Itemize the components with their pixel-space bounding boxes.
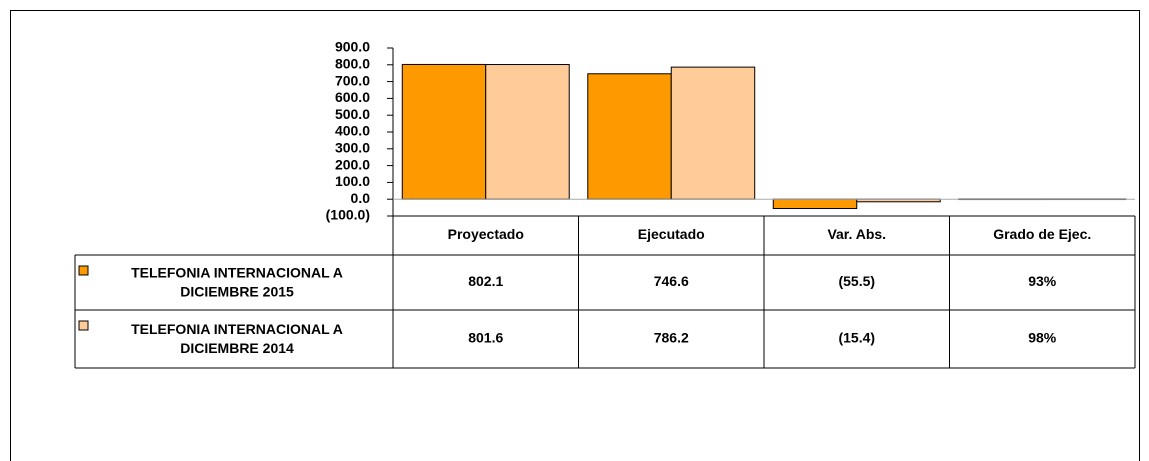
- legend-entry: TELEFONIA INTERNACIONAL A DICIEMBRE 2014: [131, 321, 343, 356]
- data-label: 786.2: [654, 330, 689, 346]
- y-tick-label: 300.0: [335, 140, 370, 156]
- data-label: (55.5): [838, 273, 875, 289]
- bar: [670, 66, 756, 200]
- y-tick-label: (100.0): [326, 207, 370, 223]
- y-tick-label: 600.0: [335, 89, 370, 105]
- y-tick-label: 0.0: [351, 190, 371, 206]
- y-tick-label: 800.0: [335, 56, 370, 72]
- bar: [401, 63, 487, 200]
- data-label: 93%: [1028, 273, 1057, 289]
- data-label: 98%: [1028, 330, 1057, 346]
- y-tick-label: 500.0: [335, 106, 370, 122]
- data-label: 746.6: [654, 273, 689, 289]
- bar: [772, 198, 858, 210]
- y-tick-label: 100.0: [335, 173, 370, 189]
- category-label: Ejecutado: [638, 226, 705, 242]
- category-label: Var. Abs.: [827, 226, 886, 242]
- legend-swatch: [78, 265, 89, 276]
- data-label: 801.6: [468, 330, 503, 346]
- y-tick-label: 400.0: [335, 123, 370, 139]
- y-tick-label: 700.0: [335, 72, 370, 88]
- legend-entry: TELEFONIA INTERNACIONAL A DICIEMBRE 2015: [131, 264, 343, 299]
- data-label: 802.1: [468, 273, 503, 289]
- legend-swatch: [78, 320, 89, 331]
- category-label: Proyectado: [448, 226, 524, 242]
- y-tick-label: 900.0: [335, 39, 370, 55]
- bar: [587, 73, 672, 200]
- bar: [485, 64, 570, 200]
- y-tick-label: 200.0: [335, 156, 370, 172]
- category-label: Grado de Ejec.: [993, 226, 1091, 242]
- chart-frame: [10, 10, 1140, 461]
- data-label: (15.4): [838, 330, 875, 346]
